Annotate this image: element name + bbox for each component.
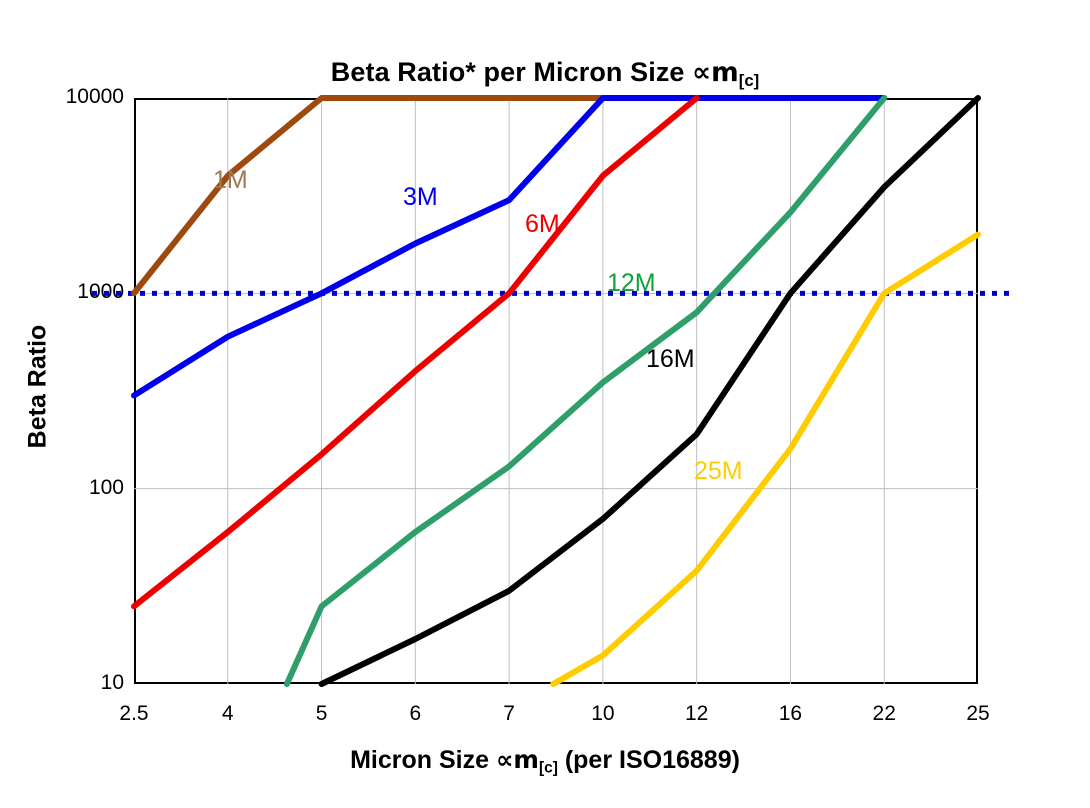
x-tick-label: 12 <box>684 702 709 725</box>
micron-symbol-title: ∝m <box>692 57 739 88</box>
x-tick-label: 7 <box>503 702 515 725</box>
x-tick-label: 25 <box>966 702 990 725</box>
series-line-3m <box>131 95 888 399</box>
series-line-1m <box>131 95 606 297</box>
x-tick-label: 2.5 <box>119 702 149 725</box>
chart-title-main: Beta Ratio* per Micron Size <box>330 57 693 87</box>
x-axis-title-trail: (per ISO16889) <box>557 746 740 774</box>
x-tick-label: 10 <box>591 702 615 725</box>
x-tick-label: 4 <box>221 702 234 725</box>
x-tick-label: 16 <box>778 702 803 725</box>
x-tick-label: 5 <box>315 702 328 725</box>
plot-area <box>134 98 978 684</box>
chart-title-subscript: [c] <box>738 71 760 91</box>
y-tick-label: 10 <box>100 671 124 694</box>
chart-title: Beta Ratio* per Micron Size ∝m[c] <box>0 57 1090 91</box>
y-tick-label: 1000 <box>77 280 124 304</box>
series-label-25m: 25M <box>694 457 743 485</box>
series-line-6m <box>131 95 700 610</box>
series-label-12m: 12M <box>607 269 656 297</box>
series-lines <box>131 95 981 687</box>
series-label-6m: 6M <box>525 210 560 238</box>
y-tick-label: 10000 <box>65 85 124 108</box>
series-line-16m <box>318 95 981 687</box>
x-axis-title-subscript: [c] <box>538 759 558 777</box>
y-tick-label: 100 <box>88 475 124 499</box>
series-label-3m: 3M <box>403 183 438 211</box>
series-line-12m <box>283 95 888 687</box>
x-axis-title: Micron Size ∝m[c] (per ISO16889) <box>0 745 1090 778</box>
series-label-1m: 1M <box>213 166 248 194</box>
series-label-16m: 16M <box>646 345 695 373</box>
x-tick-label: 22 <box>872 702 896 725</box>
micron-symbol-xaxis: ∝m <box>495 745 539 774</box>
series-line-25m <box>550 231 981 687</box>
x-axis-title-lead: Micron Size <box>350 746 496 774</box>
x-tick-label: 6 <box>409 702 422 725</box>
